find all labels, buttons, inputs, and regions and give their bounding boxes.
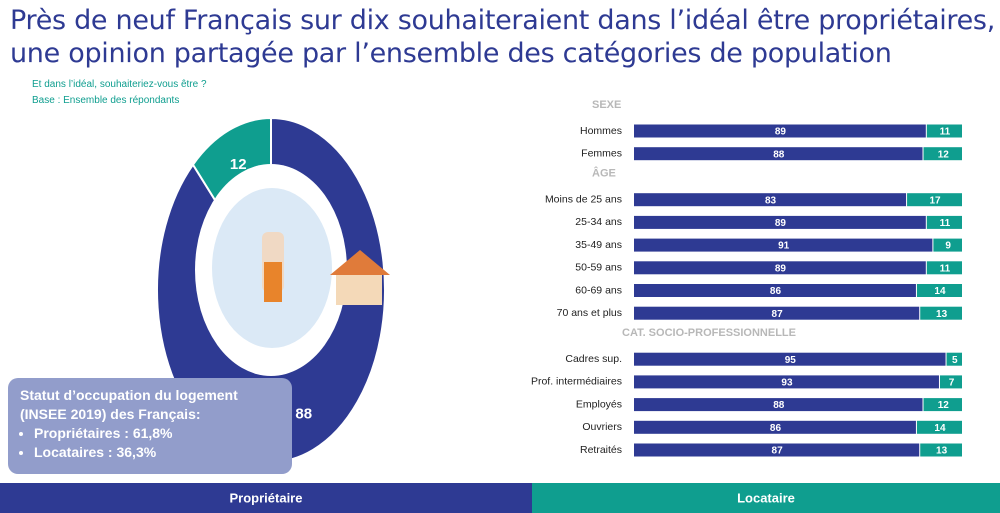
- bar-value: 7: [949, 378, 955, 389]
- illustration-person: [264, 262, 282, 302]
- slide-title: Près de neuf Français sur dix souhaitera…: [10, 5, 995, 69]
- bar-segment: [634, 284, 916, 297]
- group-title: CAT. SOCIO-PROFESSIONNELLE: [622, 327, 796, 339]
- bar-value: 93: [781, 378, 793, 389]
- bar-value: 86: [770, 423, 782, 434]
- info-box: Statut d’occupation du logement (INSEE 2…: [8, 378, 292, 474]
- bar-segment: [634, 398, 923, 412]
- row-label: Ouvriers: [582, 421, 622, 433]
- legend-swatch: [0, 483, 532, 513]
- bar-segment: [923, 147, 962, 161]
- bar-value: 14: [934, 286, 946, 297]
- illustration-house: [330, 250, 390, 275]
- illustration-house: [336, 275, 382, 305]
- legend-label: Propriétaire: [230, 490, 303, 505]
- bar-segment: [634, 238, 933, 252]
- bar-segment: [634, 261, 926, 275]
- bar-value: 11: [940, 127, 951, 138]
- bar-value: 83: [765, 195, 777, 206]
- row-label: 70 ans et plus: [557, 307, 622, 319]
- legend-swatch: [532, 483, 1000, 513]
- bar-segment: [926, 261, 962, 275]
- row-label: 25-34 ans: [575, 216, 622, 228]
- bar-segment: [920, 306, 962, 320]
- row-label: Employés: [576, 398, 622, 410]
- bar-segment: [634, 443, 920, 457]
- bar-value: 88: [773, 400, 785, 411]
- row-label: 60-69 ans: [575, 284, 622, 296]
- bar-value: 17: [929, 195, 941, 206]
- question: Et dans l’idéal, souhaiteriez-vous être …: [32, 79, 207, 90]
- bar-value: 87: [772, 309, 784, 320]
- bar-segment: [933, 238, 962, 252]
- bar-value: 11: [940, 263, 951, 274]
- bar-segment: [926, 215, 962, 229]
- bar-segment: [634, 215, 926, 229]
- group-title: ÂGE: [592, 167, 616, 180]
- bar-value: 13: [936, 309, 948, 320]
- bar-value: 87: [772, 446, 784, 457]
- bar-value: 14: [934, 423, 946, 434]
- legend-label: Locataire: [737, 490, 795, 505]
- bar-value: 95: [785, 355, 797, 366]
- bar-value: 12: [938, 400, 950, 411]
- row-label: Retraités: [580, 444, 622, 456]
- bar-segment: [923, 398, 962, 412]
- info-item: Propriétaires : 61,8%: [34, 424, 280, 443]
- bar-value: 89: [775, 218, 787, 229]
- row-label: 50-59 ans: [575, 262, 622, 274]
- group-title: SEXE: [592, 99, 621, 111]
- bar-segment: [634, 375, 939, 389]
- bar-segment: [926, 124, 962, 138]
- row-label: Moins de 25 ans: [545, 193, 622, 205]
- info-title: Statut d’occupation du logement (INSEE 2…: [20, 387, 238, 422]
- bar-segment: [916, 284, 962, 297]
- row-label: Femmes: [581, 147, 622, 159]
- bar-segment: [634, 306, 920, 320]
- info-list: Propriétaires : 61,8% Locataires : 36,3%: [20, 424, 280, 462]
- row-label: 35-49 ans: [575, 239, 622, 251]
- bar-segment: [916, 420, 962, 434]
- slice-label: 12: [230, 156, 247, 173]
- bar-value: 12: [938, 149, 950, 160]
- bar-value: 89: [775, 127, 787, 138]
- bar-segment: [946, 352, 962, 366]
- bar-segment: [634, 147, 923, 161]
- bar-value: 86: [770, 286, 782, 297]
- row-label: Prof. intermédiaires: [531, 376, 622, 388]
- bar-value: 13: [936, 446, 948, 457]
- bar-segment: [634, 193, 907, 207]
- slice-label: 88: [295, 406, 312, 423]
- row-label: Hommes: [580, 125, 622, 137]
- bar-value: 88: [773, 149, 785, 160]
- bar-segment: [920, 443, 962, 457]
- bar-segment: [939, 375, 962, 389]
- base: Base : Ensemble des répondants: [32, 95, 180, 106]
- bar-value: 9: [945, 241, 951, 252]
- bar-segment: [634, 124, 926, 138]
- bar-segment: [634, 420, 916, 434]
- row-label: Cadres sup.: [565, 353, 622, 365]
- bar-segment: [634, 352, 946, 366]
- bar-value: 91: [778, 241, 790, 252]
- info-item: Locataires : 36,3%: [34, 443, 280, 462]
- bar-value: 11: [940, 218, 951, 229]
- bar-value: 5: [952, 355, 958, 366]
- bar-value: 89: [775, 263, 787, 274]
- bar-segment: [907, 193, 962, 207]
